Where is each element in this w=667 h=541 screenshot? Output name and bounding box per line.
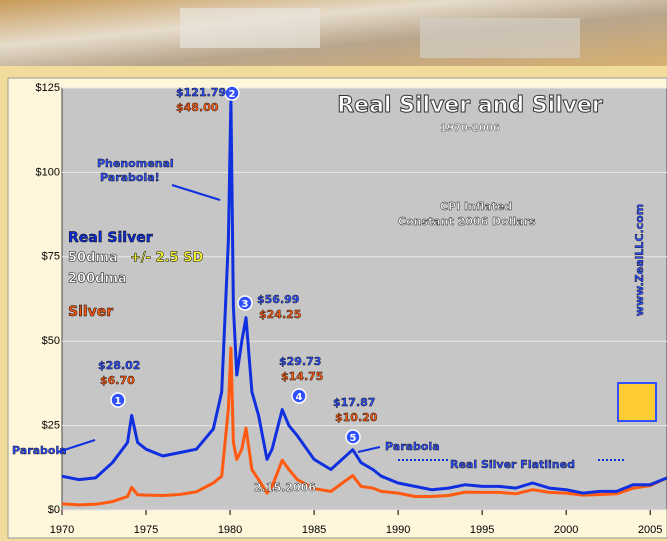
y-tick-label: $100 bbox=[36, 166, 60, 178]
x-tick-label: 1985 bbox=[302, 524, 326, 536]
peak-marker bbox=[237, 295, 253, 311]
x-tick-label: 1990 bbox=[386, 524, 410, 536]
peak-nominal-label: $48.00 bbox=[176, 101, 219, 114]
peak-nominal-label: $24.25 bbox=[259, 308, 301, 321]
arrow bbox=[57, 439, 96, 453]
legend-note: +/- 2.5 SD bbox=[130, 251, 203, 266]
series-line bbox=[61, 346, 667, 507]
banner-bar bbox=[180, 8, 320, 48]
legend-note: 50dma bbox=[68, 251, 118, 266]
logo bbox=[617, 382, 657, 422]
y-tick-label: $125 bbox=[36, 82, 60, 94]
annotation: CPI Inflated bbox=[440, 200, 512, 213]
arrow bbox=[171, 184, 221, 201]
x-tick-label: 2005 bbox=[638, 524, 662, 536]
peak-nominal-label: $6.70 bbox=[100, 374, 135, 387]
x-tick-label: 1970 bbox=[50, 524, 74, 536]
chart-subtitle: 1970-2006 bbox=[440, 123, 500, 134]
plot-area bbox=[61, 87, 667, 511]
peak-real-label: $121.79 bbox=[176, 86, 226, 99]
y-tick-label: $25 bbox=[42, 420, 60, 432]
y-tick-label: $75 bbox=[42, 251, 60, 263]
peak-real-label: $28.02 bbox=[98, 359, 140, 372]
x-tick-label: 1995 bbox=[470, 524, 494, 536]
y-tick-label: $50 bbox=[42, 335, 60, 347]
series-line bbox=[61, 97, 667, 495]
x-tick-label: 1975 bbox=[134, 524, 158, 536]
peak-number: 5 bbox=[350, 433, 357, 444]
legend-note: 200dma bbox=[68, 272, 127, 287]
peak-marker bbox=[224, 85, 240, 101]
annotation: Parabola! bbox=[100, 171, 160, 184]
annotation: Parabola bbox=[12, 444, 67, 457]
chart-title: Real Silver and Silver bbox=[337, 93, 603, 118]
x-tick-label: 2000 bbox=[554, 524, 578, 536]
annotation: Parabola bbox=[385, 440, 440, 453]
peak-number: 4 bbox=[296, 392, 303, 403]
banner-bar bbox=[420, 18, 580, 58]
peak-number: 2 bbox=[229, 89, 236, 100]
annotation: 2.15.2006 bbox=[254, 481, 316, 494]
x-tick-label: 1980 bbox=[218, 524, 242, 536]
arrow bbox=[357, 446, 381, 453]
peak-number: 3 bbox=[242, 299, 249, 310]
peak-marker bbox=[291, 388, 307, 404]
legend-entry: Silver bbox=[68, 304, 113, 320]
peak-marker bbox=[110, 392, 126, 408]
peak-real-label: $29.73 bbox=[279, 355, 321, 368]
y-tick-label: $0 bbox=[48, 504, 60, 516]
peak-nominal-label: $14.75 bbox=[281, 370, 323, 383]
annotation: www.ZealLLC.com bbox=[633, 204, 646, 316]
annotation: Phenomenal bbox=[97, 157, 174, 170]
legend-entry: Real Silver bbox=[68, 230, 153, 246]
peak-real-label: $56.99 bbox=[257, 293, 299, 306]
peak-marker bbox=[345, 429, 361, 445]
peak-nominal-label: $10.20 bbox=[335, 411, 378, 424]
peak-real-label: $17.87 bbox=[333, 396, 375, 409]
annotation: Constant 2006 Dollars bbox=[398, 215, 536, 228]
peak-number: 1 bbox=[115, 396, 122, 407]
annotation: Real Silver Flatlined bbox=[450, 458, 575, 471]
